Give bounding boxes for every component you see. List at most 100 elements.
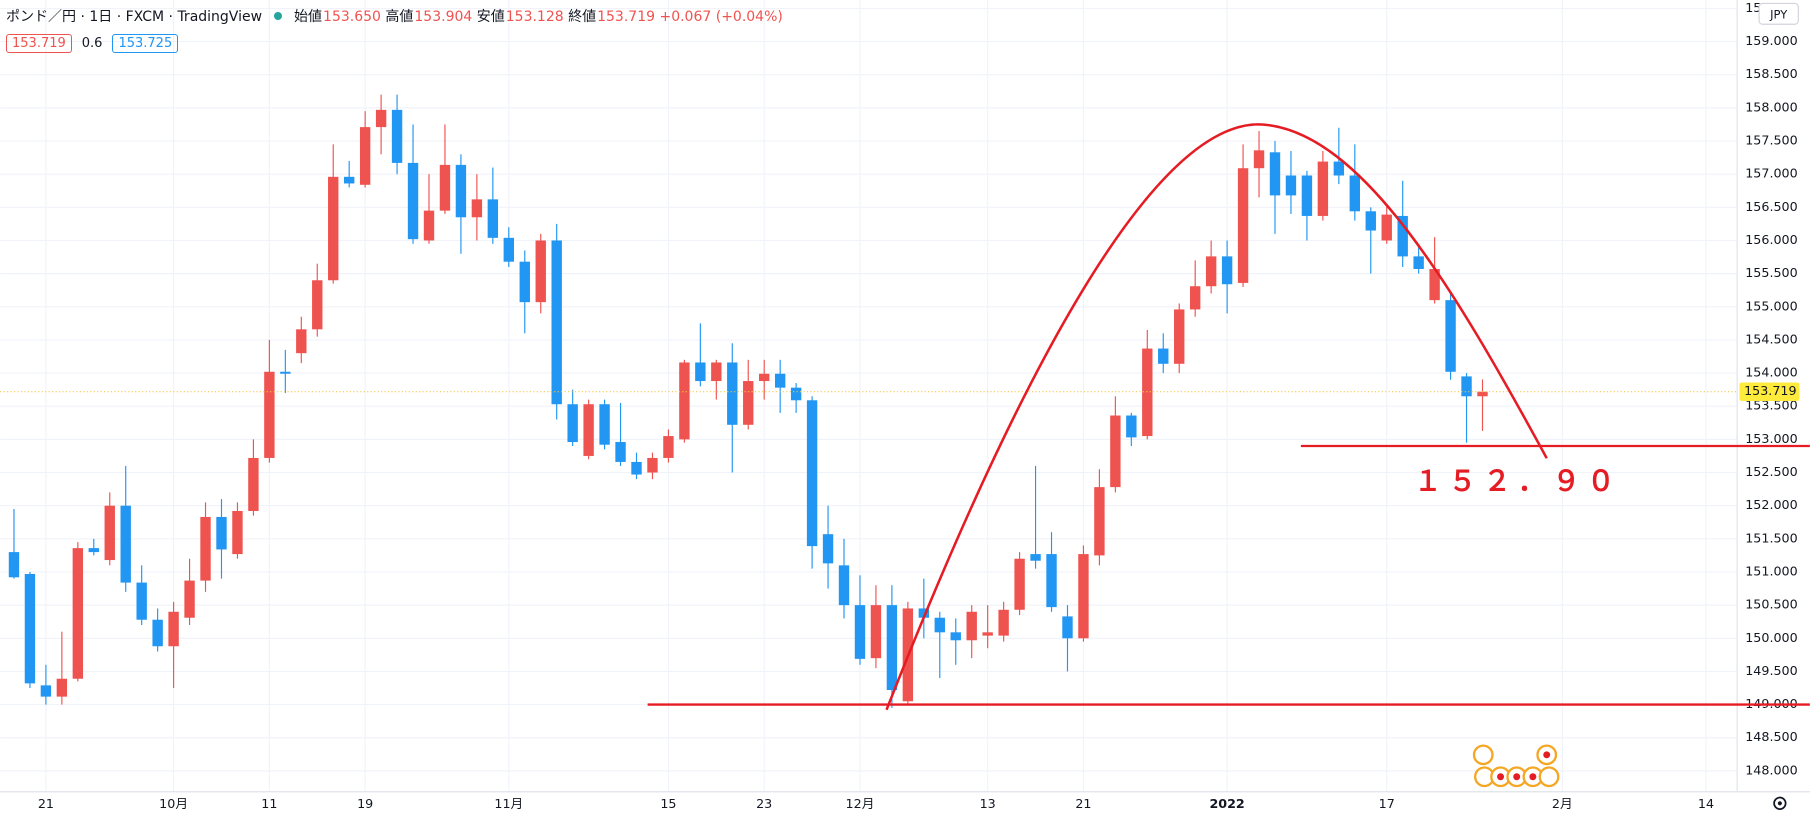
candle-body	[950, 632, 961, 641]
candle-body	[1285, 175, 1297, 196]
settings-icon[interactable]	[1773, 796, 1787, 810]
last-price-label: 153.719	[1744, 383, 1796, 398]
header: ポンド／円 · 1日 · FXCM · TradingView 始値153.65…	[6, 6, 783, 26]
x-tick-label: 19	[357, 796, 373, 811]
candle-body	[375, 109, 387, 128]
candle-body	[790, 387, 802, 401]
candle-body	[918, 608, 930, 618]
candle-body	[1221, 256, 1233, 285]
x-tick-label: 11月	[494, 796, 523, 811]
event-icon[interactable]	[1538, 766, 1560, 788]
x-tick-label: 2月	[1552, 796, 1573, 811]
candle-body	[1349, 175, 1360, 212]
candle-body	[296, 329, 307, 354]
candle-body	[1110, 415, 1121, 488]
candle-body	[966, 611, 977, 641]
candle-body	[184, 580, 195, 618]
open-value: 153.650	[323, 9, 381, 25]
candle-body	[886, 605, 898, 691]
candle-body	[232, 510, 243, 555]
candle-body	[599, 404, 610, 445]
spread: 0.6	[81, 36, 103, 51]
candle-body	[1030, 554, 1041, 561]
quote-row: 153.719 0.6 153.725	[6, 34, 179, 53]
candle-body	[471, 199, 483, 218]
ask[interactable]: 153.725	[112, 34, 179, 53]
y-tick-label: 150.000	[1745, 630, 1797, 645]
candle-body	[88, 548, 99, 553]
candle-body	[391, 109, 403, 163]
candle-body	[168, 611, 179, 647]
currency-button[interactable]	[1758, 2, 1799, 25]
y-tick-label: 155.500	[1745, 265, 1797, 280]
candle-body	[1174, 309, 1185, 364]
candle-body	[1381, 214, 1392, 241]
bid[interactable]: 153.719	[6, 34, 72, 53]
y-tick-label: 154.500	[1745, 331, 1797, 346]
x-tick-label: 12月	[846, 796, 875, 811]
candle-body	[40, 685, 52, 697]
y-tick-label: 151.500	[1745, 530, 1797, 545]
pattern-curve	[885, 123, 1548, 711]
candle-body	[24, 573, 36, 684]
candle-body	[759, 373, 770, 382]
candle-body	[695, 362, 706, 382]
x-tick-label: 23	[756, 796, 772, 811]
candle-body	[1301, 175, 1313, 216]
candle-body	[1477, 391, 1488, 397]
y-tick-label: 152.500	[1745, 464, 1797, 479]
x-tick-label: 15	[660, 796, 676, 811]
candle-body	[679, 362, 690, 440]
annotation: １５２．９０	[1414, 464, 1622, 497]
candle-body	[1429, 268, 1440, 301]
candle-body	[120, 505, 131, 583]
price-axis	[1737, 0, 1810, 816]
candle-body	[1317, 161, 1329, 216]
currency-label: JPY	[1769, 8, 1788, 22]
y-tick-label: 156.000	[1745, 232, 1797, 247]
y-tick-label: 152.000	[1745, 497, 1797, 512]
candle-body	[647, 457, 658, 473]
symbol: ポンド／円 · 1日 · FXCM · TradingView	[6, 9, 263, 25]
candle-body	[104, 505, 115, 561]
x-tick-label: 13	[980, 796, 996, 811]
candle-body	[551, 240, 562, 405]
y-tick-label: 158.000	[1745, 99, 1797, 114]
candle-body	[1126, 415, 1137, 438]
candle-body	[631, 461, 642, 475]
close-label: 終値	[568, 9, 597, 25]
candle-body	[8, 552, 20, 578]
low-value: 153.128	[505, 9, 564, 25]
candle-body	[743, 381, 754, 425]
x-tick-label: 11	[261, 796, 277, 811]
time-axis	[0, 791, 1810, 816]
event-icon[interactable]	[1472, 744, 1494, 766]
x-tick-label: 2022	[1209, 796, 1244, 811]
event-dot	[1513, 773, 1521, 781]
candle-body	[439, 164, 451, 211]
candle-body	[822, 534, 834, 564]
candle-body	[1078, 554, 1089, 639]
candle-body	[200, 516, 211, 581]
ohlc: 始値153.650 高値153.904 安値153.128 終値153.719 …	[294, 6, 783, 26]
candle-body	[854, 605, 866, 659]
y-tick-label: 153.000	[1745, 431, 1797, 446]
y-tick-label: 156.500	[1745, 199, 1797, 214]
candle-body	[1365, 211, 1376, 231]
candle-body	[455, 164, 467, 218]
candle-body	[1397, 215, 1408, 257]
candle-body	[280, 371, 291, 374]
candle-body	[1014, 558, 1025, 610]
y-tick-label: 148.000	[1745, 762, 1797, 777]
candle-body	[1046, 554, 1057, 608]
candle-body	[264, 371, 275, 458]
candle-body	[1094, 487, 1105, 556]
candle-body	[615, 442, 626, 462]
candle-body	[1237, 168, 1249, 283]
x-tick-label: 10月	[159, 796, 188, 811]
change: +0.067 (+0.04%)	[659, 9, 783, 25]
plot	[0, 94, 1738, 708]
y-tick-label: 157.500	[1745, 133, 1797, 148]
